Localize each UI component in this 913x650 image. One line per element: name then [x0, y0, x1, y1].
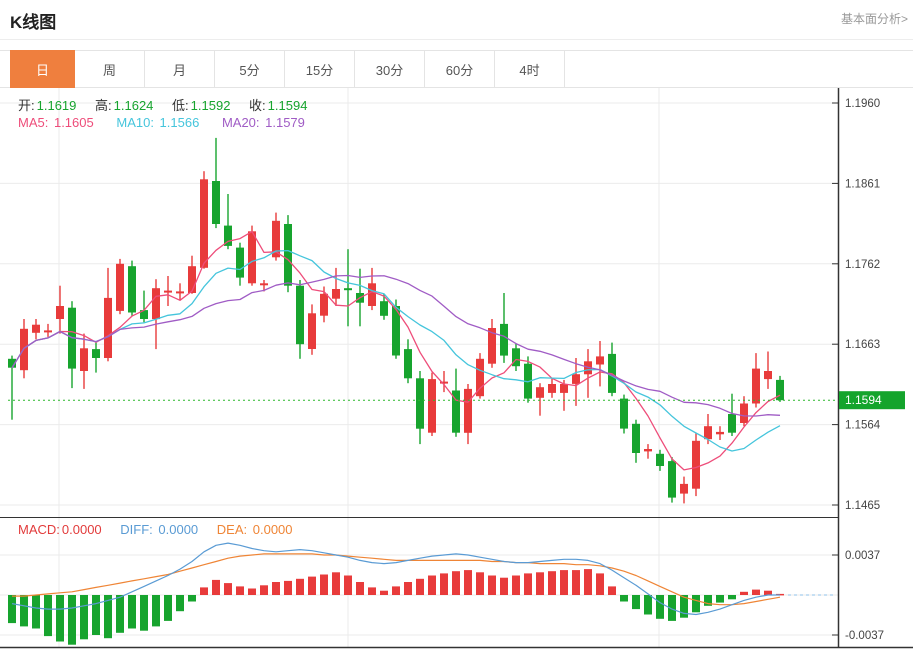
tab-30min[interactable]: 30分 [355, 51, 425, 87]
ma10-line [11, 249, 781, 452]
current-price-badge: 1.1594 [839, 391, 905, 410]
macd-histogram [8, 569, 784, 645]
page-title: K线图 [10, 13, 57, 32]
tab-month[interactable]: 月 [145, 51, 215, 87]
dea-line [12, 553, 781, 606]
tab-15min[interactable]: 15分 [285, 51, 355, 87]
price-axis-label: 1.1861 [845, 178, 880, 190]
fundamental-analysis-link[interactable]: 基本面分析> [840, 12, 908, 26]
tab-60min[interactable]: 60分 [425, 51, 495, 87]
price-axis-label: 1.1663 [845, 339, 880, 351]
chart-area: 1.1960 1.1861 1.1762 1.1663 1.1564 1.1465 0.00… [0, 88, 913, 650]
price-axis: 1.1960 1.1861 1.1762 1.1663 1.1564 1.1465 [832, 98, 881, 512]
price-axis-label: 1.1762 [845, 259, 880, 271]
ma5-line [11, 230, 781, 471]
price-axis-label: 1.1960 [845, 98, 880, 110]
tab-day[interactable]: 日 [10, 50, 75, 88]
ma20-line [11, 274, 781, 417]
current-price-badge-label: 1.1594 [845, 393, 882, 407]
kline-chart-canvas[interactable]: 1.1960 1.1861 1.1762 1.1663 1.1564 1.1465 0.00… [0, 88, 913, 650]
diff-line [11, 542, 780, 616]
price-axis-label: 1.1564 [845, 420, 881, 432]
tab-5min[interactable]: 5分 [215, 51, 285, 87]
candles [8, 137, 784, 504]
grid-lines [0, 88, 838, 647]
macd-axis-label: -0.0037 [845, 630, 884, 642]
tab-4hour[interactable]: 4时 [495, 51, 565, 87]
tab-week[interactable]: 周 [75, 51, 145, 87]
interval-tabbar: 日 周 月 5分 15分 30分 60分 4时 [0, 50, 913, 88]
widget-header: K线图 基本面分析> [0, 0, 913, 40]
macd-axis: 0.0037 -0.0037 [832, 550, 884, 642]
price-axis-label: 1.1465 [845, 500, 880, 512]
macd-axis-label: 0.0037 [845, 550, 880, 562]
